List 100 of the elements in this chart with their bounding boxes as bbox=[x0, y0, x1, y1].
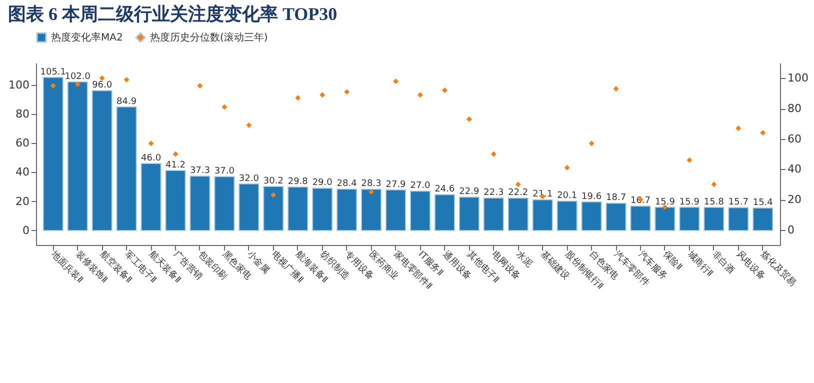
bar bbox=[288, 186, 308, 231]
point bbox=[515, 182, 521, 188]
y-tick-label: 40 bbox=[16, 166, 30, 179]
bar bbox=[336, 188, 358, 231]
bar bbox=[42, 76, 64, 231]
data-label: 27.0 bbox=[410, 181, 431, 192]
y-tick-label: 80 bbox=[16, 107, 30, 120]
data-label: 18.7 bbox=[606, 193, 626, 204]
data-label: 29.0 bbox=[312, 178, 333, 188]
bar bbox=[263, 186, 284, 231]
bar bbox=[312, 188, 333, 231]
bar bbox=[532, 199, 553, 231]
point bbox=[418, 92, 423, 98]
bar bbox=[508, 198, 528, 231]
point bbox=[197, 83, 203, 88]
y2-tick-label: 20 bbox=[788, 193, 802, 206]
bar bbox=[116, 106, 137, 231]
bar bbox=[679, 206, 700, 231]
bar bbox=[630, 206, 651, 231]
data-label: 37.3 bbox=[190, 166, 210, 176]
data-label: 15.9 bbox=[679, 197, 700, 208]
data-label: 22.3 bbox=[484, 188, 504, 198]
y2-tick-label: 60 bbox=[788, 132, 802, 146]
data-label: 20.1 bbox=[557, 191, 578, 202]
data-label: 29.8 bbox=[288, 177, 308, 188]
bar bbox=[385, 189, 406, 231]
data-label: 84.9 bbox=[116, 96, 137, 107]
bar bbox=[361, 188, 382, 231]
data-label: 22.2 bbox=[508, 188, 528, 198]
point bbox=[490, 151, 496, 157]
bar bbox=[752, 208, 774, 231]
point bbox=[760, 130, 766, 136]
point bbox=[686, 157, 692, 163]
bar bbox=[190, 176, 210, 231]
data-label: 46.0 bbox=[141, 153, 162, 164]
data-label: 30.2 bbox=[263, 176, 284, 186]
point bbox=[368, 189, 374, 195]
bar bbox=[214, 176, 235, 231]
data-label: 22.9 bbox=[459, 187, 480, 198]
point bbox=[588, 140, 594, 146]
data-label: 37.0 bbox=[214, 166, 235, 177]
bar bbox=[410, 190, 431, 231]
bar bbox=[556, 200, 578, 231]
bar bbox=[606, 202, 626, 231]
point bbox=[736, 125, 742, 131]
data-label: 102.0 bbox=[64, 72, 91, 82]
bar bbox=[704, 206, 724, 231]
bar bbox=[92, 90, 112, 231]
bar bbox=[434, 194, 455, 231]
bar bbox=[140, 162, 162, 231]
point bbox=[393, 78, 398, 84]
y2-tick-label: 100 bbox=[788, 72, 808, 85]
point bbox=[74, 81, 80, 87]
point bbox=[172, 151, 178, 157]
y2-tick-label: 40 bbox=[788, 162, 802, 176]
data-label: 15.8 bbox=[704, 197, 724, 208]
point bbox=[246, 122, 252, 128]
bar bbox=[458, 196, 480, 231]
point bbox=[613, 86, 619, 92]
point bbox=[124, 76, 130, 82]
point bbox=[711, 182, 717, 188]
data-label: 41.2 bbox=[165, 160, 186, 170]
data-label: 15.9 bbox=[654, 197, 676, 208]
y2-tick-label: 80 bbox=[788, 102, 802, 115]
chart-title: 图表 6 本周二级行业关注度变化率 TOP30 bbox=[8, 4, 338, 24]
data-label: 28.3 bbox=[361, 179, 382, 190]
data-label: 27.9 bbox=[386, 180, 406, 190]
bar bbox=[728, 207, 749, 231]
point bbox=[564, 164, 570, 170]
bar bbox=[483, 197, 504, 231]
y2-tick-label: 0 bbox=[788, 223, 794, 236]
point bbox=[270, 192, 276, 198]
point bbox=[320, 92, 326, 98]
x-tick-label: 水泥 bbox=[514, 248, 534, 270]
data-label: 96.0 bbox=[92, 80, 112, 91]
data-label: 24.6 bbox=[434, 184, 455, 195]
bar bbox=[654, 206, 676, 231]
bar bbox=[67, 81, 88, 231]
data-label: 19.6 bbox=[582, 192, 602, 202]
point bbox=[442, 88, 448, 94]
point bbox=[466, 116, 472, 122]
data-label: 15.4 bbox=[752, 198, 774, 208]
bar bbox=[165, 170, 186, 231]
y-tick-label: 20 bbox=[16, 194, 30, 208]
point bbox=[295, 95, 301, 101]
data-label: 28.4 bbox=[336, 179, 358, 190]
bar bbox=[238, 183, 260, 231]
data-label: 32.0 bbox=[238, 174, 260, 184]
point bbox=[50, 83, 56, 88]
y-tick-label: 60 bbox=[16, 136, 30, 150]
legend-label: 热度变化率MA2 bbox=[51, 32, 123, 44]
y-tick-label: 0 bbox=[22, 224, 30, 237]
point bbox=[344, 89, 350, 95]
data-label: 105.1 bbox=[40, 67, 66, 78]
y-tick-label: 100 bbox=[8, 78, 30, 92]
point bbox=[222, 104, 228, 110]
data-label: 15.7 bbox=[728, 198, 748, 208]
legend-label: 热度历史分位数(滚动三年) bbox=[150, 32, 268, 44]
point bbox=[99, 75, 105, 81]
bar bbox=[581, 201, 602, 231]
